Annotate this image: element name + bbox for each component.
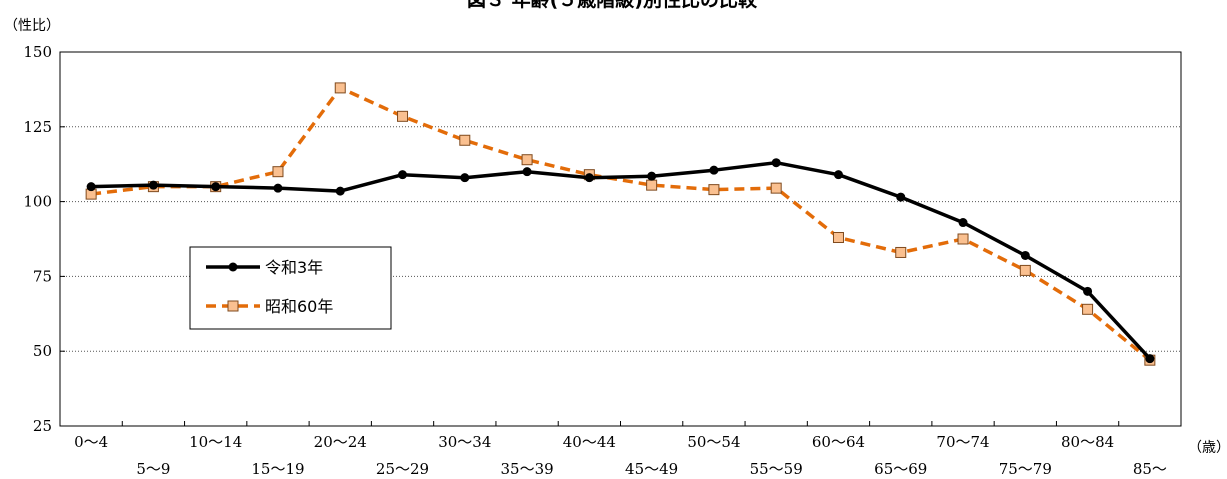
x-axis-ticks: 0〜4 5〜9 10〜14 15〜19 20〜24 25〜29 30〜34 35〜39 40〜4…: [59, 421, 1182, 478]
series-line: [90, 86, 1152, 362]
data-point: [273, 183, 283, 193]
data-point: [1019, 264, 1031, 276]
data-point: [771, 158, 781, 168]
x-tick-label: 40〜44: [563, 433, 616, 451]
legend-label-reiwa3: 令和3年: [265, 258, 323, 277]
x-tick-label: 55〜59: [750, 460, 803, 478]
x-tick-label: 35〜39: [500, 460, 553, 478]
x-tick-label: 65〜69: [874, 460, 927, 478]
x-tick-label: 45〜49: [625, 460, 678, 478]
x-tick-label: 15〜19: [251, 460, 304, 478]
data-point: [86, 182, 96, 192]
data-point: [709, 165, 719, 175]
legend-box: [189, 246, 392, 330]
y-axis-ticks: 25 50 75 100 125 150: [23, 43, 65, 435]
x-tick-label: 20〜24: [314, 433, 367, 451]
x-tick-label: 5〜9: [136, 460, 170, 478]
data-point: [1020, 250, 1030, 260]
x-tick-label: 70〜74: [936, 433, 989, 451]
data-point: [460, 173, 470, 183]
x-tick-label: 60〜64: [812, 433, 865, 451]
data-point: [708, 184, 720, 196]
data-point: [334, 82, 346, 94]
y-tick-label: 125: [23, 118, 52, 136]
data-point: [1083, 286, 1093, 296]
x-tick-label: 30〜34: [438, 433, 491, 451]
data-point: [1145, 354, 1155, 364]
x-tick-label: 0〜4: [74, 433, 108, 451]
data-point: [521, 154, 533, 166]
y-tick-label: 50: [33, 342, 52, 360]
x-tick-label: 75〜79: [999, 460, 1052, 478]
y-tick-label: 100: [23, 193, 52, 211]
data-point: [647, 171, 657, 181]
data-point: [833, 170, 843, 180]
legend-marker-reiwa3: [228, 262, 238, 272]
x-tick-label: 25〜29: [376, 460, 429, 478]
data-point: [211, 182, 221, 192]
data-point: [335, 186, 345, 196]
y-tick-label: 25: [33, 417, 52, 435]
y-tick-label: 75: [33, 267, 52, 285]
data-point: [770, 182, 782, 194]
data-point: [895, 246, 907, 258]
x-tick-label: 80〜84: [1061, 433, 1114, 451]
data-point: [148, 180, 158, 190]
data-point: [646, 179, 658, 191]
chart-title: 図３ 年齢(５歳階級)別性比の比較: [467, 0, 758, 11]
data-point: [896, 192, 906, 202]
y-tick-label: 150: [23, 43, 52, 61]
data-point: [272, 166, 284, 178]
data-point: [1082, 303, 1094, 315]
series-line: [91, 160, 1152, 360]
data-point: [584, 173, 594, 183]
data-point: [459, 134, 471, 146]
data-point: [832, 232, 844, 244]
x-axis-label: （歳）: [1188, 440, 1227, 456]
data-point: [957, 233, 969, 245]
data-point: [522, 167, 532, 177]
y-axis-label: （性比）: [4, 18, 60, 34]
series-reiwa3: [86, 158, 1155, 364]
series-group: [85, 82, 1156, 366]
x-tick-label: 85〜: [1133, 460, 1167, 478]
x-tick-label: 50〜54: [687, 433, 740, 451]
data-point: [397, 110, 409, 122]
legend-label-showa60: 昭和60年: [265, 297, 333, 316]
legend: 令和3年 昭和60年: [189, 246, 392, 330]
data-point: [398, 170, 408, 180]
plot-area: [59, 51, 1182, 427]
x-tick-label: 10〜14: [189, 433, 242, 451]
legend-marker-showa60: [227, 300, 239, 312]
data-point: [958, 218, 968, 228]
